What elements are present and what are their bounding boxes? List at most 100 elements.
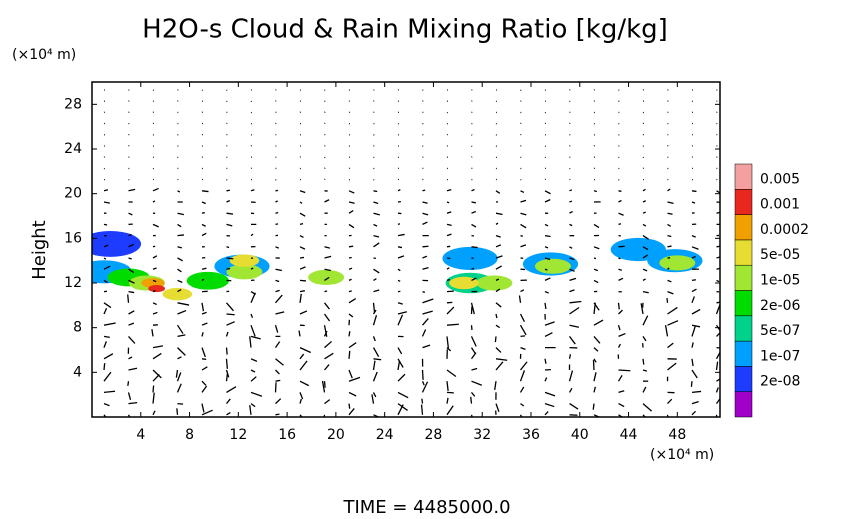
wind-vector xyxy=(128,402,138,405)
wind-vector xyxy=(201,212,205,214)
colorbar-swatch xyxy=(734,290,753,317)
wind-vector xyxy=(422,267,429,270)
wind-vector xyxy=(617,343,622,348)
wind-vector xyxy=(152,410,156,416)
wind-vector xyxy=(152,374,160,382)
wind-vector xyxy=(446,347,452,352)
wind-vector xyxy=(642,290,649,294)
wind-vector xyxy=(691,358,694,367)
wind-vector xyxy=(275,223,279,226)
x-tick-label: 16 xyxy=(278,427,296,443)
wind-vector xyxy=(691,288,697,293)
wind-vector xyxy=(275,200,278,203)
wind-vector xyxy=(642,336,647,342)
wind-vector xyxy=(642,246,649,251)
wind-vector xyxy=(544,277,551,281)
wind-vector xyxy=(201,311,207,315)
wind-vector xyxy=(226,189,230,192)
wind-vector xyxy=(152,279,157,283)
wind-vector xyxy=(519,361,528,371)
wind-vector xyxy=(470,347,476,354)
wind-vector xyxy=(642,315,649,326)
wind-vector xyxy=(642,268,648,272)
wind-vector xyxy=(299,290,305,293)
y-unit: (×10⁴ m) xyxy=(12,47,76,63)
colorbar-label: 5e-05 xyxy=(760,247,800,263)
wind-vector xyxy=(226,267,231,270)
wind-vector xyxy=(471,246,478,249)
wind-vector xyxy=(544,190,551,195)
wind-vector xyxy=(201,278,205,281)
wind-vector xyxy=(299,353,305,360)
wind-vector xyxy=(103,390,116,394)
wind-vector xyxy=(299,279,307,282)
wind-vector xyxy=(275,358,284,366)
wind-vector xyxy=(495,255,503,259)
wind-vector xyxy=(397,373,406,382)
wind-vector xyxy=(275,413,280,416)
wind-vector xyxy=(716,331,720,337)
wind-vector xyxy=(569,246,573,249)
wind-vector xyxy=(397,268,401,272)
wind-vector xyxy=(544,332,553,337)
wind-vector xyxy=(716,267,720,270)
wind-vector xyxy=(103,371,112,382)
wind-vector xyxy=(323,381,326,388)
wind-vector xyxy=(691,369,698,379)
wind-vector xyxy=(348,201,355,204)
wind-field xyxy=(103,89,720,417)
wind-vector xyxy=(152,223,159,228)
cloud-cell xyxy=(442,246,498,271)
wind-vector xyxy=(103,244,109,248)
wind-vector xyxy=(667,223,672,227)
wind-vector xyxy=(519,324,527,336)
wind-vector xyxy=(348,190,355,194)
wind-vector xyxy=(225,369,230,378)
wind-vector xyxy=(299,246,306,250)
wind-vector xyxy=(103,363,106,371)
wind-vector xyxy=(520,346,526,350)
wind-vector xyxy=(664,324,669,337)
wind-vector xyxy=(568,370,574,382)
wind-vector xyxy=(397,314,404,326)
x-tick-label: 28 xyxy=(425,427,443,443)
wind-vector xyxy=(324,399,331,405)
wind-vector xyxy=(299,190,306,194)
wind-vector xyxy=(691,234,696,238)
wind-vector xyxy=(348,403,351,409)
wind-vector xyxy=(324,255,332,259)
wind-vector xyxy=(618,199,622,203)
wind-vector xyxy=(348,342,357,349)
wind-vector xyxy=(201,302,205,312)
wind-vector xyxy=(152,200,156,203)
wind-vector xyxy=(470,414,473,417)
wind-vector xyxy=(372,302,376,313)
wind-vector xyxy=(520,244,527,248)
wind-vector xyxy=(569,324,580,328)
wind-vector xyxy=(397,358,404,368)
x-tick-label: 4 xyxy=(136,427,145,443)
colorbar-swatch xyxy=(734,189,753,215)
wind-vector xyxy=(421,369,424,380)
wind-vector xyxy=(446,397,449,404)
wind-vector xyxy=(446,201,450,204)
wind-vector xyxy=(446,233,452,237)
y-tick-label: 24 xyxy=(64,141,82,157)
wind-vector xyxy=(593,279,599,284)
wind-vector xyxy=(127,294,130,303)
wind-vector xyxy=(593,358,597,363)
wind-vector xyxy=(323,313,331,322)
wind-vector xyxy=(177,190,181,193)
colorbar-label: 2e-06 xyxy=(760,298,800,314)
cloud-cell xyxy=(229,254,260,267)
wind-vector xyxy=(176,324,184,334)
wind-vector xyxy=(422,212,429,216)
colorbar-swatch xyxy=(734,340,753,367)
wind-vector xyxy=(226,223,233,227)
wind-vector xyxy=(225,358,228,369)
wind-vector xyxy=(373,212,380,216)
wind-vector xyxy=(422,317,429,326)
wind-vector xyxy=(177,309,187,315)
wind-vector xyxy=(372,371,378,382)
wind-vector xyxy=(618,414,624,417)
